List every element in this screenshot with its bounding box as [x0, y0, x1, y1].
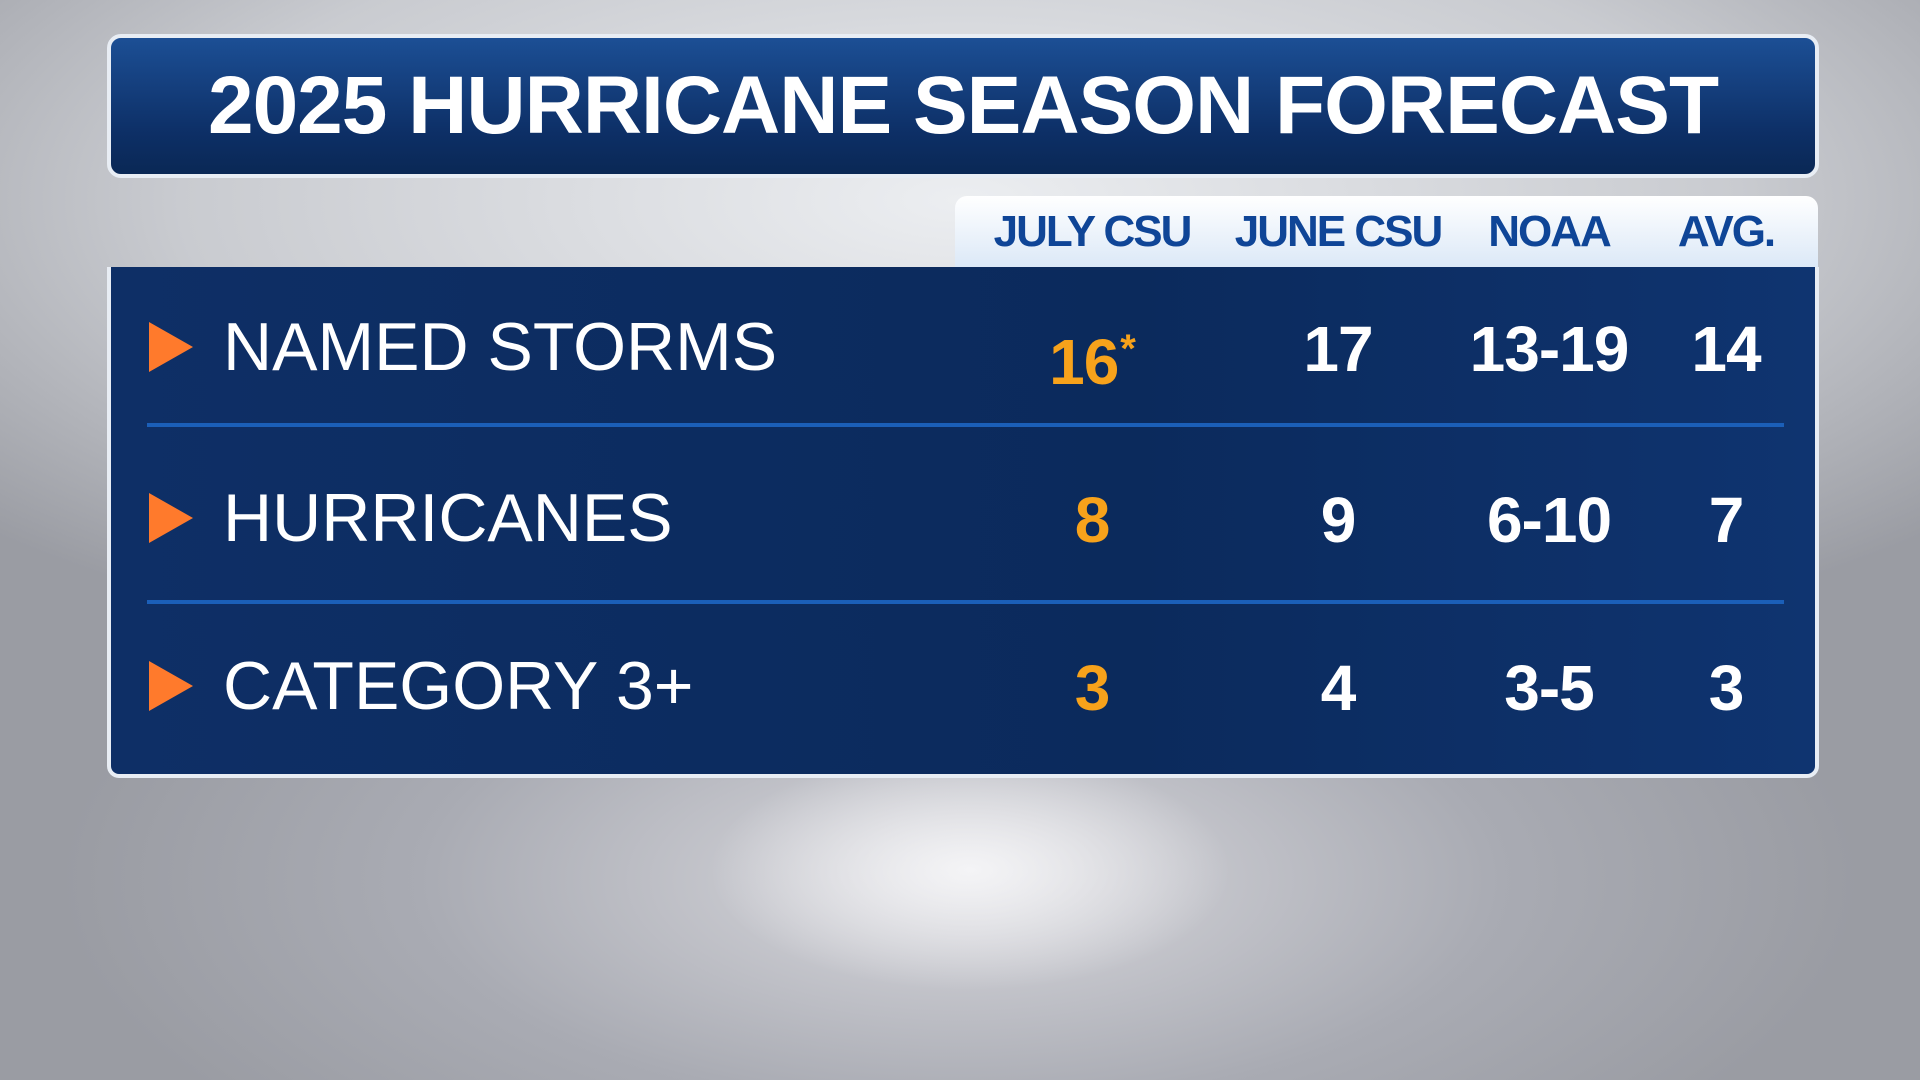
cell-value: 9	[1320, 484, 1357, 556]
cell: 14	[1596, 299, 1856, 399]
cell-value: 4	[1320, 652, 1357, 724]
title: 2025 HURRICANE SEASON FORECAST	[207, 60, 1719, 151]
header-strip	[955, 196, 1818, 268]
column-header: AVG.	[1677, 207, 1776, 256]
cell-value: 14	[1691, 313, 1761, 385]
cell: 17	[1208, 299, 1468, 399]
cell: 13-19	[1419, 299, 1679, 399]
cell: 16*	[962, 299, 1222, 399]
cell: 8	[962, 470, 1222, 570]
row-label: HURRICANES	[223, 480, 673, 556]
row-marker	[149, 493, 193, 543]
column-header: NOAA	[1488, 207, 1612, 256]
cell-value: 3-5	[1504, 652, 1594, 724]
cell: 3	[962, 638, 1222, 738]
title-bar: 2025 HURRICANE SEASON FORECAST	[107, 34, 1819, 178]
cell: 4	[1208, 638, 1468, 738]
table-panel	[107, 267, 1819, 778]
row-marker	[149, 661, 193, 711]
cell: 9	[1208, 470, 1468, 570]
cell-value: 3	[1708, 652, 1745, 724]
row-divider	[147, 423, 1784, 427]
cell-value: 8	[1074, 484, 1111, 556]
cell-value: 13-19	[1469, 313, 1630, 385]
row-label: NAMED STORMS	[223, 309, 778, 385]
cell: 3	[1596, 638, 1856, 738]
row-marker	[149, 322, 193, 372]
cell-value: 6-10	[1486, 484, 1612, 556]
row-label: CATEGORY 3+	[223, 648, 694, 724]
cell-value: 17	[1303, 313, 1373, 385]
cell-value: 16	[1049, 326, 1119, 398]
column-header: JUNE CSU	[1234, 207, 1444, 256]
footnote-mark: *	[1120, 327, 1136, 371]
cell: 7	[1596, 470, 1856, 570]
cell-value: 3	[1074, 652, 1111, 724]
cell: 6-10	[1419, 470, 1679, 570]
cell-value: 7	[1708, 484, 1745, 556]
row-divider	[147, 600, 1784, 604]
column-header: JULY CSU	[993, 207, 1193, 256]
cell: 3-5	[1419, 638, 1679, 738]
